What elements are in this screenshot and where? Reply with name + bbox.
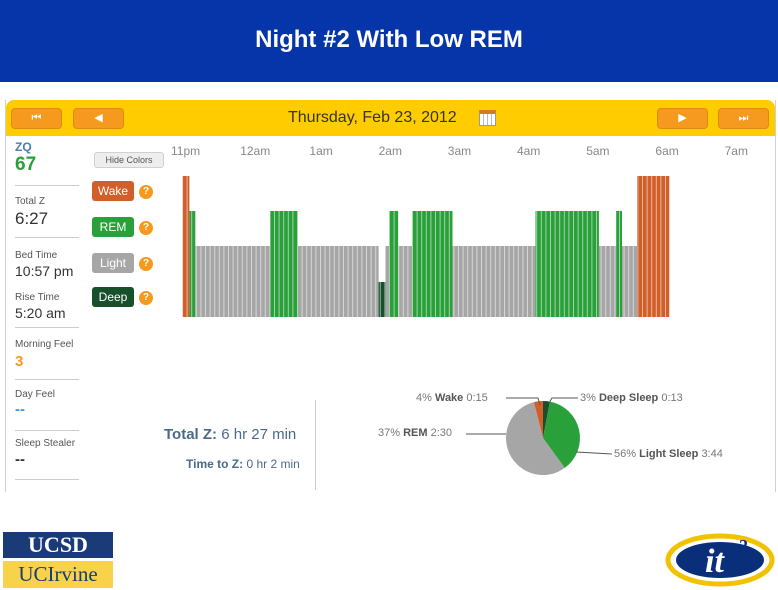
hypnogram-segment-light xyxy=(598,246,617,317)
summary-time-to-z: Time to Z: 0 hr 2 min xyxy=(186,457,300,471)
slide-banner: Night #2 With Low REM xyxy=(0,0,778,82)
rise-time-value: 5:20 am xyxy=(15,305,66,321)
hypnogram-segment-wake xyxy=(637,176,670,317)
hypnogram-segment-rem xyxy=(412,211,453,317)
hour-label: 2am xyxy=(378,144,402,158)
hypnogram-segment-rem xyxy=(189,211,196,317)
hour-label: 7am xyxy=(724,144,748,158)
summary-total-z-label: Total Z: xyxy=(164,426,218,443)
previous-day-button[interactable]: ◀ xyxy=(73,108,124,129)
rise-time-metric: Rise Time 5:20 am xyxy=(15,292,79,328)
legend-light: Light xyxy=(92,253,134,273)
metrics-sidebar: ZQ 67 Total Z 6:27 Bed Time 10:57 pm Ris… xyxy=(6,136,81,492)
hypnogram-chart xyxy=(182,170,670,475)
zq-metric: ZQ 67 xyxy=(15,140,79,186)
sleep-stealer-metric: Sleep Stealer -- xyxy=(15,438,79,480)
pie-label-wake: 4% Wake 0:15 xyxy=(416,392,488,404)
bed-time-metric: Bed Time 10:57 pm xyxy=(15,250,79,286)
zq-label: ZQ xyxy=(15,140,32,154)
hypnogram-segment-deep xyxy=(378,282,386,317)
it2-logo-sup: 2 xyxy=(739,536,748,556)
wake-help-icon[interactable]: ? xyxy=(139,185,153,199)
it2-logo: it 2 xyxy=(665,533,775,587)
morning-feel-label: Morning Feel xyxy=(15,339,74,350)
pie-leader-line xyxy=(575,451,613,455)
current-date: Thursday, Feb 23, 2012 xyxy=(288,109,457,126)
legend-wake: Wake xyxy=(92,181,134,201)
hypnogram-segment-light xyxy=(398,246,412,317)
hour-label: 6am xyxy=(655,144,679,158)
hypnogram-segment-wake xyxy=(182,176,190,317)
first-day-button[interactable]: ⏮ xyxy=(11,108,62,129)
uc-irvine-logo: UCIrvine xyxy=(3,561,113,588)
sleep-stealer-value: -- xyxy=(15,451,25,468)
deep-help-icon[interactable]: ? xyxy=(139,291,153,305)
pie-slice-light-sleep xyxy=(505,402,565,475)
hour-label: 3am xyxy=(447,144,472,158)
summary-time-to-z-value: 0 hr 2 min xyxy=(246,457,300,471)
pie-slice-rem xyxy=(543,401,580,468)
last-day-button[interactable]: ⏭ xyxy=(718,108,769,129)
hide-colors-button[interactable]: Hide Colors xyxy=(94,152,164,168)
pie-leader-line xyxy=(506,397,541,406)
day-feel-label: Day Feel xyxy=(15,389,56,400)
bed-time-label: Bed Time xyxy=(15,250,58,261)
legend-rem: REM xyxy=(92,217,134,237)
total-z-label: Total Z xyxy=(15,196,46,207)
it2-logo-text: it xyxy=(705,543,725,580)
morning-feel-value: 3 xyxy=(15,353,24,370)
morning-feel-metric: Morning Feel 3 xyxy=(15,339,79,380)
total-z-value: 6:27 xyxy=(15,209,49,228)
hour-label: 5am xyxy=(586,144,610,158)
sleep-stealer-label: Sleep Stealer xyxy=(15,438,76,449)
light-help-icon[interactable]: ? xyxy=(139,257,153,271)
summary-divider xyxy=(315,400,316,490)
hypnogram-segment-light xyxy=(452,246,536,317)
hypnogram-stripes xyxy=(182,170,666,317)
calendar-icon[interactable] xyxy=(479,110,496,126)
next-day-button[interactable]: ▶ xyxy=(657,108,708,129)
total-z-metric: Total Z 6:27 xyxy=(15,196,79,238)
summary-total-z: Total Z: 6 hr 27 min xyxy=(164,426,296,443)
summary-time-to-z-label: Time to Z: xyxy=(186,457,244,471)
slide-title: Night #2 With Low REM xyxy=(255,26,523,53)
pie-slice-deep-sleep xyxy=(543,401,550,438)
hypnogram-segment-light xyxy=(385,246,389,317)
hour-label: 4am xyxy=(517,144,541,158)
hypnogram-segment-rem xyxy=(535,211,599,317)
pie-label-rem: 37% REM 2:30 xyxy=(378,427,453,439)
summary-total-z-value: 6 hr 27 min xyxy=(221,426,297,443)
pie-label-light: 56% Light Sleep 3:44 xyxy=(614,448,723,460)
date-navigation-bar: ⏮ ◀ Thursday, Feb 23, 2012 ▶ ⏭ xyxy=(6,100,775,136)
hour-label: 12am xyxy=(240,144,271,158)
ucsd-logo: UCSD xyxy=(3,532,113,558)
hour-label: 1am xyxy=(309,144,333,158)
pie-label-deep: 3% Deep Sleep 0:13 xyxy=(580,392,683,404)
rem-help-icon[interactable]: ? xyxy=(139,221,153,235)
legend-deep: Deep xyxy=(92,287,134,307)
pie-slice-wake xyxy=(533,400,543,438)
pie-leader-line xyxy=(548,397,578,404)
sleep-app: ⏮ ◀ Thursday, Feb 23, 2012 ▶ ⏭ ZQ 67 Tot… xyxy=(5,100,776,492)
day-feel-metric: Day Feel -- xyxy=(15,389,79,431)
rise-time-label: Rise Time xyxy=(15,292,60,303)
day-feel-value: -- xyxy=(15,401,25,418)
zq-value: 67 xyxy=(15,154,37,175)
hour-label: 11pm xyxy=(171,144,201,158)
bed-time-value: 10:57 pm xyxy=(15,263,74,279)
